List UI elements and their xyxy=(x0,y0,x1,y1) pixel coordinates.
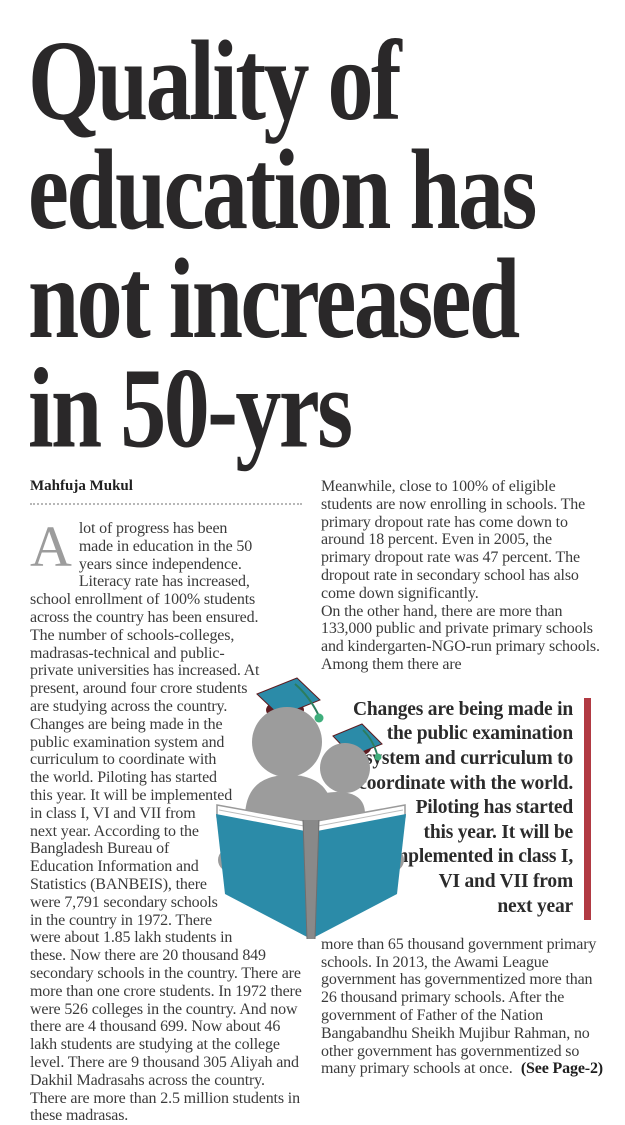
headline-line-3: not increased xyxy=(28,235,520,363)
text-wrap-spacer xyxy=(218,805,302,894)
text-wrap-spacer xyxy=(321,748,347,798)
headline-line-4: in 50-yrs xyxy=(28,344,353,472)
closing-paragraph-text: more than 65 thousand government primary… xyxy=(321,935,597,1078)
right-paragraph-2: On the other hand, there are more than 1… xyxy=(321,602,600,673)
lead-paragraph: lot of progress has been made in educati… xyxy=(30,520,302,1125)
text-wrap-spacer xyxy=(264,698,302,752)
headline-line-2: education has xyxy=(28,126,537,253)
headline-block: Quality of education has not increased i… xyxy=(0,0,625,465)
text-wrap-spacer xyxy=(238,752,302,805)
text-wrap-spacer xyxy=(242,894,302,930)
headline-line-1: Quality of xyxy=(28,17,402,144)
pull-quote-text: Changes are being made in the public exa… xyxy=(353,698,573,917)
drop-cap: A xyxy=(30,514,72,579)
pull-quote-block: Changes are being made in the public exa… xyxy=(321,697,591,922)
article-body: Mahfuja Mukul A lot of progress has been… xyxy=(30,478,625,1125)
byline: Mahfuja Mukul xyxy=(30,478,133,494)
left-column: Mahfuja Mukul A lot of progress has been… xyxy=(30,478,302,1125)
right-column: Meanwhile, close to 100% of eligible stu… xyxy=(321,478,603,1125)
headline: Quality of education has not increased i… xyxy=(28,17,619,472)
see-page-note: (See Page-2) xyxy=(520,1060,603,1078)
text-wrap-spacer xyxy=(321,798,385,872)
byline-divider xyxy=(30,503,302,505)
text-wrap-spacer xyxy=(321,872,399,922)
text-wrap-spacer xyxy=(321,698,327,748)
closing-paragraph: more than 65 thousand government primary… xyxy=(321,936,603,1078)
right-paragraph-1: Meanwhile, close to 100% of eligible stu… xyxy=(321,478,586,602)
lead-paragraph-block: A lot of progress has been made in educa… xyxy=(30,514,302,1125)
